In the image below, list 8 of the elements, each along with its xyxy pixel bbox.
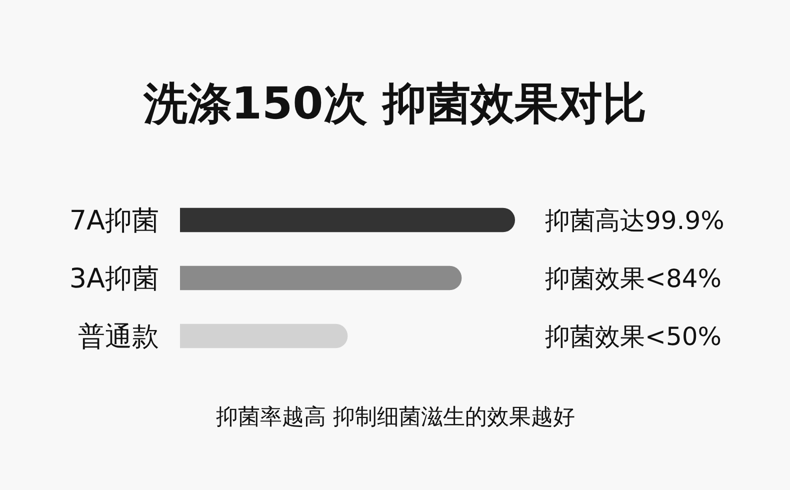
y-tick-label: 3A抑菌 [69,263,159,294]
chart-title: 洗涤150次 抑菌效果对比 [142,78,647,130]
data-label: 抑菌效果<50% [545,322,722,351]
data-label: 抑菌高达99.9% [545,206,724,235]
text: 抑菌率越高 抑制细菌滋生的效果越好 [216,405,575,430]
y-tick-label: 普通款 [78,321,159,352]
data-label: 抑菌效果<84% [545,264,722,293]
y-tick-label: 7A抑菌 [69,205,159,236]
